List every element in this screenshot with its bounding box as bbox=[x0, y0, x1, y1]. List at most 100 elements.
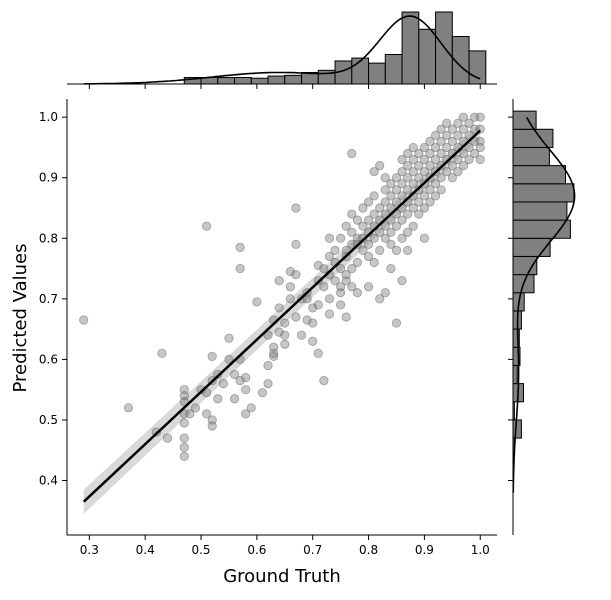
scatter-point bbox=[430, 130, 441, 140]
scatter-point bbox=[403, 227, 413, 237]
scatter-points bbox=[79, 112, 485, 461]
scatter-point bbox=[397, 276, 407, 286]
scatter-point bbox=[419, 142, 430, 153]
scatter-point bbox=[79, 315, 89, 325]
scatter-point bbox=[369, 233, 379, 243]
x-histogram-bar bbox=[368, 62, 386, 85]
x-histogram-bar bbox=[284, 74, 303, 85]
scatter-point bbox=[391, 221, 402, 231]
y-tick-label: 0.9 bbox=[39, 171, 58, 185]
scatter-point bbox=[313, 348, 323, 358]
scatter-point bbox=[330, 276, 340, 286]
scatter-point bbox=[386, 215, 396, 225]
scatter-point bbox=[269, 351, 279, 361]
scatter-point bbox=[442, 142, 452, 153]
y-axis-title: Predicted Values bbox=[10, 243, 31, 392]
y-tick-label: 0.5 bbox=[39, 413, 58, 427]
x-tick-label: 0.8 bbox=[359, 543, 378, 557]
scatter-point bbox=[414, 161, 424, 171]
scatter-point bbox=[308, 336, 318, 346]
scatter-point bbox=[358, 245, 368, 255]
scatter-point bbox=[207, 351, 217, 361]
scatter-point bbox=[403, 173, 413, 183]
scatter-point bbox=[369, 257, 379, 268]
scatter-point bbox=[352, 288, 362, 298]
scatter-point bbox=[408, 154, 418, 165]
scatter-point bbox=[375, 245, 385, 255]
scatter-point bbox=[363, 282, 374, 292]
scatter-point bbox=[391, 318, 402, 328]
scatter-point bbox=[375, 227, 385, 237]
y-histogram-bar bbox=[512, 201, 568, 221]
scatter-point bbox=[447, 124, 457, 134]
scatter-point bbox=[190, 403, 201, 413]
scatter-point bbox=[403, 209, 413, 219]
scatter-point bbox=[263, 330, 273, 340]
scatter-point bbox=[241, 385, 251, 395]
scatter-point bbox=[291, 312, 301, 322]
scatter-point bbox=[475, 154, 485, 165]
scatter-point bbox=[403, 161, 413, 171]
x-histogram-bar bbox=[267, 75, 286, 85]
y-kde-curve bbox=[512, 116, 576, 493]
scatter-plot-area bbox=[79, 112, 485, 514]
scatter-point bbox=[408, 203, 418, 213]
scatter-point bbox=[447, 173, 457, 183]
scatter-point bbox=[464, 154, 474, 165]
x-tick-label: 0.7 bbox=[303, 543, 322, 557]
x-tick-label: 0.3 bbox=[80, 543, 99, 557]
scatter-point bbox=[386, 263, 396, 274]
scatter-point bbox=[447, 161, 457, 171]
scatter-point bbox=[246, 403, 256, 413]
scatter-point bbox=[430, 142, 441, 153]
scatter-point bbox=[391, 185, 402, 195]
scatter-point bbox=[414, 209, 424, 219]
scatter-point bbox=[274, 303, 284, 313]
y-tick-label: 1.0 bbox=[39, 110, 58, 124]
scatter-point bbox=[324, 251, 335, 262]
scatter-point bbox=[207, 421, 217, 431]
scatter-point bbox=[363, 239, 374, 249]
scatter-point bbox=[336, 263, 346, 274]
scatter-point bbox=[408, 221, 418, 231]
scatter-point bbox=[324, 309, 335, 319]
scatter-point bbox=[403, 245, 413, 255]
scatter-point bbox=[436, 173, 446, 183]
scatter-point bbox=[202, 388, 212, 398]
scatter-point bbox=[363, 215, 374, 225]
scatter-point bbox=[408, 142, 418, 153]
scatter-point bbox=[347, 148, 357, 159]
scatter-point bbox=[257, 388, 268, 398]
scatter-point bbox=[285, 282, 295, 292]
scatter-point bbox=[179, 451, 189, 461]
scatter-point bbox=[397, 154, 407, 165]
scatter-point bbox=[162, 433, 173, 443]
scatter-point bbox=[475, 142, 485, 153]
scatter-point bbox=[319, 263, 329, 274]
x-histogram-bar bbox=[401, 11, 420, 85]
y-tick-label: 0.8 bbox=[39, 231, 58, 245]
y-histogram-bar bbox=[512, 146, 550, 167]
scatter-point bbox=[453, 130, 463, 140]
scatter-point bbox=[358, 233, 368, 243]
scatter-point bbox=[436, 124, 446, 134]
x-axis-title: Ground Truth bbox=[223, 566, 341, 587]
scatter-point bbox=[453, 118, 463, 128]
scatter-point bbox=[347, 209, 357, 219]
scatter-point bbox=[425, 185, 435, 195]
scatter-point bbox=[430, 154, 441, 165]
scatter-point bbox=[235, 263, 245, 274]
x-histogram-bar bbox=[217, 77, 236, 85]
scatter-point bbox=[252, 297, 262, 307]
y-histogram-bar bbox=[512, 128, 554, 148]
scatter-point bbox=[442, 118, 452, 128]
scatter-point bbox=[414, 173, 424, 183]
y-tick-label: 0.7 bbox=[39, 292, 58, 306]
scatter-point bbox=[386, 227, 396, 237]
scatter-point bbox=[302, 294, 312, 304]
scatter-point bbox=[285, 294, 295, 304]
scatter-point bbox=[464, 142, 474, 153]
scatter-point bbox=[380, 233, 390, 243]
scatter-point bbox=[291, 203, 301, 213]
